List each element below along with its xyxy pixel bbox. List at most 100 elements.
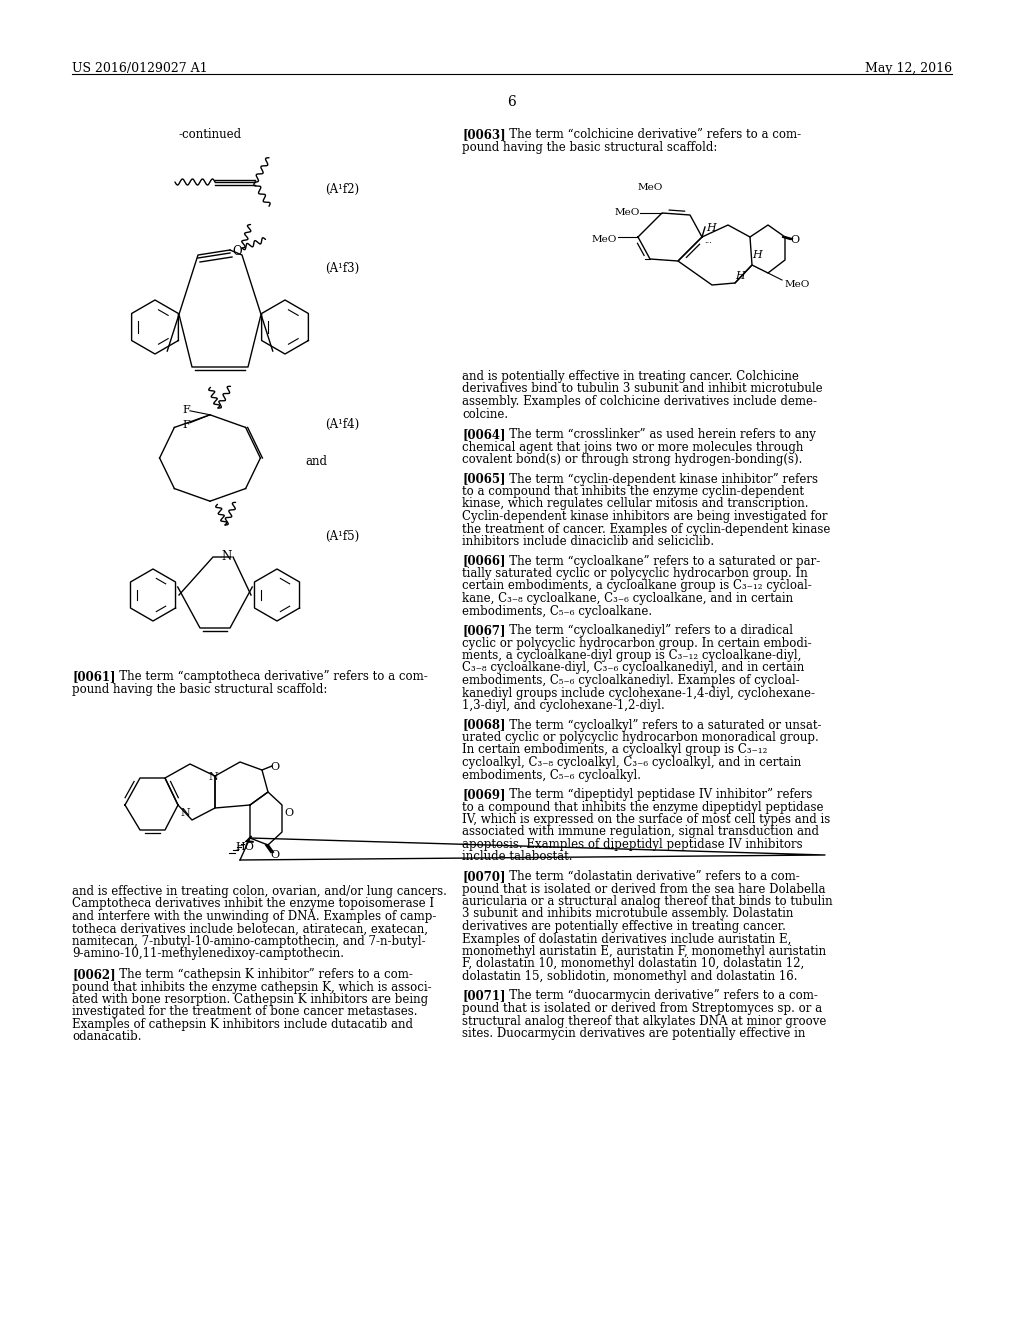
- Text: N: N: [208, 772, 218, 781]
- Text: (A¹f3): (A¹f3): [325, 261, 359, 275]
- Text: inhibitors include dinaciclib and seliciclib.: inhibitors include dinaciclib and selici…: [462, 535, 714, 548]
- Text: [0071]: [0071]: [462, 990, 506, 1002]
- Text: Cyclin-dependent kinase inhibitors are being investigated for: Cyclin-dependent kinase inhibitors are b…: [462, 510, 827, 523]
- Text: (A¹f5): (A¹f5): [325, 531, 359, 543]
- Text: monomethyl auristatin E, auristatin F, monomethyl auristatin: monomethyl auristatin E, auristatin F, m…: [462, 945, 826, 958]
- Text: [0068]: [0068]: [462, 718, 506, 731]
- Text: structural analog thereof that alkylates DNA at minor groove: structural analog thereof that alkylates…: [462, 1015, 826, 1027]
- Text: F, dolastatin 10, monomethyl dolastatin 10, dolastatin 12,: F, dolastatin 10, monomethyl dolastatin …: [462, 957, 804, 970]
- Text: pound that is isolated or derived from Streptomyces sp. or a: pound that is isolated or derived from S…: [462, 1002, 822, 1015]
- Text: The term “camptotheca derivative” refers to a com-: The term “camptotheca derivative” refers…: [108, 671, 428, 682]
- Text: [0062]: [0062]: [72, 968, 116, 981]
- Text: In certain embodiments, a cycloalkyl group is C₃₋₁₂: In certain embodiments, a cycloalkyl gro…: [462, 743, 767, 756]
- Text: embodiments, C₅₋₆ cycloalkyl.: embodiments, C₅₋₆ cycloalkyl.: [462, 768, 641, 781]
- Text: apoptosis. Examples of dipeptidyl peptidase IV inhibitors: apoptosis. Examples of dipeptidyl peptid…: [462, 838, 803, 851]
- Text: kinase, which regulates cellular mitosis and transcription.: kinase, which regulates cellular mitosis…: [462, 498, 809, 511]
- Text: and interfere with the unwinding of DNA. Examples of camp-: and interfere with the unwinding of DNA.…: [72, 909, 436, 923]
- Text: HO: HO: [234, 842, 254, 851]
- Text: kanediyl groups include cyclohexane-1,4-diyl, cyclohexane-: kanediyl groups include cyclohexane-1,4-…: [462, 686, 815, 700]
- Text: MeO: MeO: [638, 183, 664, 191]
- Text: H: H: [706, 223, 716, 234]
- Text: embodiments, C₅₋₆ cycloalkanediyl. Examples of cycloal-: embodiments, C₅₋₆ cycloalkanediyl. Examp…: [462, 675, 800, 686]
- Text: covalent bond(s) or through strong hydrogen-bonding(s).: covalent bond(s) or through strong hydro…: [462, 453, 803, 466]
- Text: -continued: -continued: [178, 128, 242, 141]
- Text: urated cyclic or polycyclic hydrocarbon monoradical group.: urated cyclic or polycyclic hydrocarbon …: [462, 731, 819, 744]
- Text: (A¹f4): (A¹f4): [325, 418, 359, 432]
- Text: and is potentially effective in treating cancer. Colchicine: and is potentially effective in treating…: [462, 370, 799, 383]
- Text: Examples of cathepsin K inhibitors include dutacatib and: Examples of cathepsin K inhibitors inclu…: [72, 1018, 413, 1031]
- Text: The term “cathepsin K inhibitor” refers to a com-: The term “cathepsin K inhibitor” refers …: [108, 968, 413, 981]
- Text: chemical agent that joins two or more molecules through: chemical agent that joins two or more mo…: [462, 441, 804, 454]
- Text: [0064]: [0064]: [462, 428, 506, 441]
- Text: cycloalkyl, C₃₋₈ cycloalkyl, C₃₋₆ cycloalkyl, and in certain: cycloalkyl, C₃₋₈ cycloalkyl, C₃₋₆ cycloa…: [462, 756, 801, 770]
- Text: The term “colchicine derivative” refers to a com-: The term “colchicine derivative” refers …: [498, 128, 801, 141]
- Text: US 2016/0129027 A1: US 2016/0129027 A1: [72, 62, 208, 75]
- Text: kane, C₃₋₈ cycloalkane, C₃₋₆ cycloalkane, and in certain: kane, C₃₋₈ cycloalkane, C₃₋₆ cycloalkane…: [462, 591, 794, 605]
- Text: O: O: [270, 850, 280, 861]
- Text: F: F: [182, 420, 189, 430]
- Text: namitecan, 7-nbutyl-10-amino-camptothecin, and 7-n-butyl-: namitecan, 7-nbutyl-10-amino-camptotheci…: [72, 935, 426, 948]
- Text: Examples of dolastatin derivatives include auristatin E,: Examples of dolastatin derivatives inclu…: [462, 932, 792, 945]
- Text: MeO: MeO: [615, 209, 640, 216]
- Text: [0070]: [0070]: [462, 870, 506, 883]
- Text: H: H: [735, 271, 744, 281]
- Text: tially saturated cyclic or polycyclic hydrocarbon group. In: tially saturated cyclic or polycyclic hy…: [462, 568, 808, 579]
- Text: (A¹f2): (A¹f2): [325, 183, 359, 195]
- Text: pound having the basic structural scaffold:: pound having the basic structural scaffo…: [72, 682, 328, 696]
- Text: the treatment of cancer. Examples of cyclin-dependent kinase: the treatment of cancer. Examples of cyc…: [462, 523, 830, 536]
- Text: [0063]: [0063]: [462, 128, 506, 141]
- Text: F: F: [182, 405, 189, 414]
- Text: MeO: MeO: [592, 235, 617, 244]
- Text: 6: 6: [508, 95, 516, 110]
- Text: associated with immune regulation, signal transduction and: associated with immune regulation, signa…: [462, 825, 819, 838]
- Text: assembly. Examples of colchicine derivatives include deme-: assembly. Examples of colchicine derivat…: [462, 395, 817, 408]
- Text: The term “dolastatin derivative” refers to a com-: The term “dolastatin derivative” refers …: [498, 870, 800, 883]
- Text: pound that is isolated or derived from the sea hare Dolabella: pound that is isolated or derived from t…: [462, 883, 825, 895]
- Text: to a compound that inhibits the enzyme cyclin-dependent: to a compound that inhibits the enzyme c…: [462, 484, 804, 498]
- Text: totheca derivatives include belotecan, atiratecan, exatecan,: totheca derivatives include belotecan, a…: [72, 923, 428, 936]
- Text: Camptotheca derivatives inhibit the enzyme topoisomerase I: Camptotheca derivatives inhibit the enzy…: [72, 898, 434, 911]
- Text: MeO: MeO: [785, 280, 810, 289]
- Text: The term “cycloalkyl” refers to a saturated or unsat-: The term “cycloalkyl” refers to a satura…: [498, 718, 821, 731]
- Text: IV, which is expressed on the surface of most cell types and is: IV, which is expressed on the surface of…: [462, 813, 830, 826]
- Text: N: N: [221, 550, 231, 564]
- Text: investigated for the treatment of bone cancer metastases.: investigated for the treatment of bone c…: [72, 1006, 418, 1019]
- Text: auricularia or a structural analog thereof that binds to tubulin: auricularia or a structural analog there…: [462, 895, 833, 908]
- Text: cyclic or polycyclic hydrocarbon group. In certain embodi-: cyclic or polycyclic hydrocarbon group. …: [462, 636, 812, 649]
- Text: The term “duocarmycin derivative” refers to a com-: The term “duocarmycin derivative” refers…: [498, 990, 818, 1002]
- Text: [0069]: [0069]: [462, 788, 506, 801]
- Text: May 12, 2016: May 12, 2016: [865, 62, 952, 75]
- Text: [0066]: [0066]: [462, 554, 506, 568]
- Text: The term “cyclin-dependent kinase inhibitor” refers: The term “cyclin-dependent kinase inhibi…: [498, 473, 818, 486]
- Text: derivatives are potentially effective in treating cancer.: derivatives are potentially effective in…: [462, 920, 785, 933]
- Text: O: O: [284, 808, 293, 818]
- Text: 9-amino-10,11-methylenedixoy-camptothecin.: 9-amino-10,11-methylenedixoy-camptotheci…: [72, 948, 344, 961]
- Text: 1,3-diyl, and cyclohexane-1,2-diyl.: 1,3-diyl, and cyclohexane-1,2-diyl.: [462, 700, 665, 711]
- Text: to a compound that inhibits the enzyme dipeptidyl peptidase: to a compound that inhibits the enzyme d…: [462, 800, 823, 813]
- Text: [0061]: [0061]: [72, 671, 116, 682]
- Text: ments, a cycloalkane-diyl group is C₃₋₁₂ cycloalkane-diyl,: ments, a cycloalkane-diyl group is C₃₋₁₂…: [462, 649, 802, 663]
- Text: [0067]: [0067]: [462, 624, 506, 638]
- Text: dolastatin 15, soblidotin, monomethyl and dolastatin 16.: dolastatin 15, soblidotin, monomethyl an…: [462, 970, 798, 983]
- Text: pound that inhibits the enzyme cathepsin K, which is associ-: pound that inhibits the enzyme cathepsin…: [72, 981, 432, 994]
- Text: include talabostat.: include talabostat.: [462, 850, 572, 863]
- Text: certain embodiments, a cycloalkane group is C₃₋₁₂ cycloal-: certain embodiments, a cycloalkane group…: [462, 579, 812, 593]
- Text: colcine.: colcine.: [462, 408, 508, 421]
- Text: O: O: [270, 762, 280, 772]
- Text: ...: ...: [705, 238, 712, 246]
- Text: H: H: [752, 249, 762, 260]
- Text: O: O: [790, 235, 799, 246]
- Text: The term “crosslinker” as used herein refers to any: The term “crosslinker” as used herein re…: [498, 428, 816, 441]
- Text: derivatives bind to tubulin 3 subunit and inhibit microtubule: derivatives bind to tubulin 3 subunit an…: [462, 383, 822, 396]
- Text: The term “cycloalkane” refers to a saturated or par-: The term “cycloalkane” refers to a satur…: [498, 554, 820, 568]
- Text: and is effective in treating colon, ovarian, and/or lung cancers.: and is effective in treating colon, ovar…: [72, 884, 446, 898]
- Text: The term “cycloalkanediyl” refers to a diradical: The term “cycloalkanediyl” refers to a d…: [498, 624, 793, 638]
- Text: O: O: [232, 246, 242, 257]
- Text: N: N: [180, 808, 189, 818]
- Text: C₃₋₈ cycloalkane-diyl, C₃₋₆ cycloalkanediyl, and in certain: C₃₋₈ cycloalkane-diyl, C₃₋₆ cycloalkaned…: [462, 661, 804, 675]
- Text: The term “dipeptidyl peptidase IV inhibitor” refers: The term “dipeptidyl peptidase IV inhibi…: [498, 788, 812, 801]
- Text: ated with bone resorption. Cathepsin K inhibitors are being: ated with bone resorption. Cathepsin K i…: [72, 993, 428, 1006]
- Text: sites. Duocarmycin derivatives are potentially effective in: sites. Duocarmycin derivatives are poten…: [462, 1027, 805, 1040]
- Text: 3 subunit and inhibits microtubule assembly. Dolastatin: 3 subunit and inhibits microtubule assem…: [462, 908, 794, 920]
- Text: pound having the basic structural scaffold:: pound having the basic structural scaffo…: [462, 140, 718, 153]
